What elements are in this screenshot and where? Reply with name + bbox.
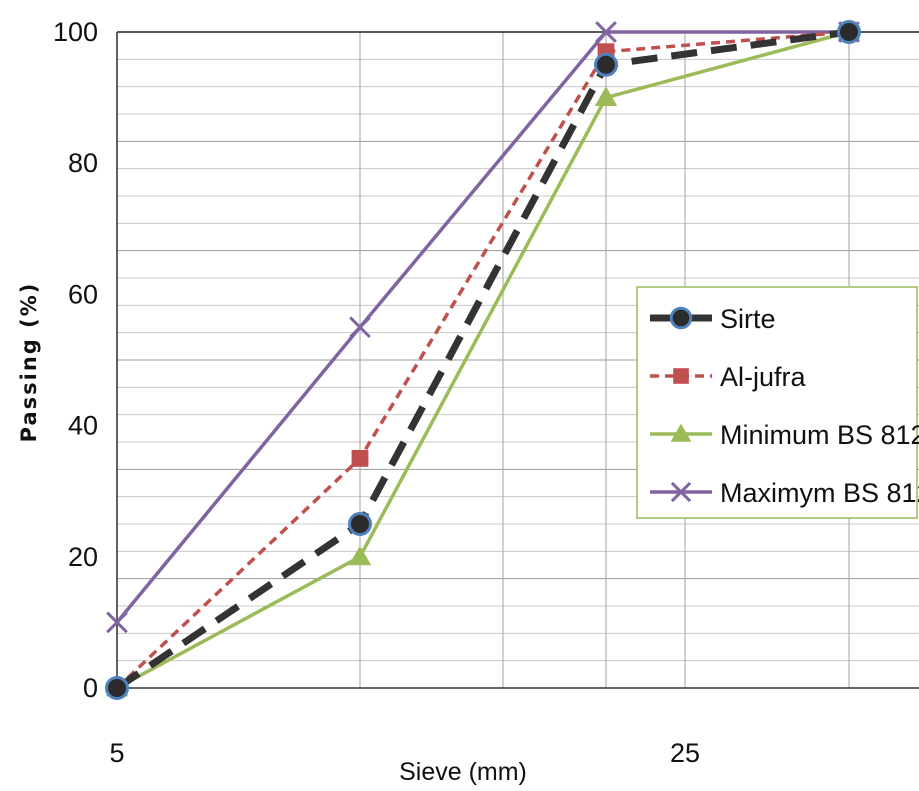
x-tick-label: 5 — [109, 738, 124, 768]
legend-item: Maximym BS 812 — [650, 478, 919, 508]
data-point — [670, 423, 692, 442]
data-point — [595, 21, 617, 43]
x-axis-label: Sieve (mm) — [399, 758, 527, 786]
y-axis-label: Passing (%) — [17, 282, 41, 443]
y-tick-label: 20 — [68, 542, 98, 572]
data-point — [673, 368, 689, 384]
series-line — [115, 30, 850, 690]
data-point — [106, 611, 128, 634]
y-tick-label: 60 — [68, 279, 98, 309]
tick-labels: 0 20 40 60 80 100 5 25 — [53, 17, 700, 768]
x-tick-label: 25 — [670, 738, 700, 768]
data-point — [351, 450, 369, 467]
legend-label: Al-jufra — [720, 362, 807, 392]
y-tick-label: 0 — [83, 673, 98, 703]
series-layer — [105, 20, 861, 700]
series-line — [115, 30, 849, 624]
series-line — [116, 30, 850, 690]
data-point — [837, 20, 861, 44]
data-point — [670, 481, 692, 503]
data-point — [348, 545, 372, 566]
y-tick-label: 100 — [53, 17, 98, 47]
legend-item: Al-jufra — [650, 362, 807, 392]
data-point — [348, 512, 372, 536]
data-point — [105, 676, 129, 700]
data-point — [669, 306, 693, 330]
series-sirte — [105, 20, 861, 700]
data-point — [594, 52, 618, 77]
legend-item: Minimum BS 812 — [650, 420, 919, 450]
y-tick-label: 40 — [68, 411, 98, 441]
data-point — [594, 86, 618, 106]
legend-label: Minimum BS 812 — [720, 420, 919, 450]
y-tick-label: 80 — [68, 148, 98, 178]
data-point — [349, 316, 371, 339]
legend-label: Sirte — [720, 304, 776, 334]
legend-label: Maximym BS 812 — [720, 478, 919, 508]
series-line — [115, 28, 850, 691]
legend-item: Sirte — [650, 304, 776, 334]
legend: Sirte Al-jufra Minimum BS 812 Maximym BS 81… — [636, 286, 919, 519]
